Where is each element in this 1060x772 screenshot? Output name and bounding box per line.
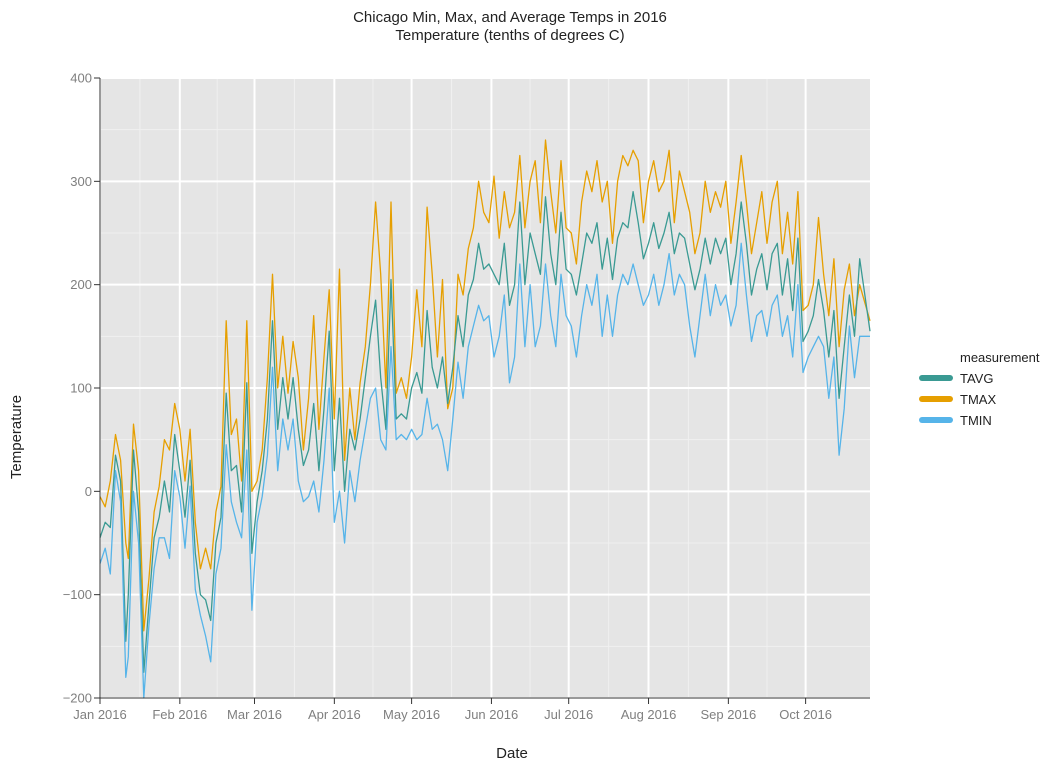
y-tick-label: −200 xyxy=(63,691,92,706)
y-tick-label: 100 xyxy=(70,381,92,396)
x-tick-label: Feb 2016 xyxy=(152,707,207,722)
x-tick-label: Sep 2016 xyxy=(701,707,757,722)
y-tick-label: −100 xyxy=(63,587,92,602)
x-tick-label: Aug 2016 xyxy=(621,707,677,722)
legend-label-tmax: TMAX xyxy=(960,392,996,407)
chart-subtitle: Temperature (tenths of degrees C) xyxy=(395,27,624,44)
y-tick-label: 200 xyxy=(70,277,92,292)
legend-label-tmin: TMIN xyxy=(960,413,992,428)
y-tick-label: 400 xyxy=(70,71,92,86)
series-line-tavg xyxy=(99,191,871,673)
x-axis-title: Date xyxy=(496,745,528,762)
legend-label-tavg: TAVG xyxy=(960,371,993,386)
y-tick-label: 300 xyxy=(70,174,92,189)
chart-title: Chicago Min, Max, and Average Temps in 2… xyxy=(353,9,667,26)
y-axis-title: Temperature xyxy=(8,395,25,479)
x-tick-label: Jun 2016 xyxy=(465,707,519,722)
x-tick-label: Jul 2016 xyxy=(544,707,593,722)
series-lines xyxy=(99,139,871,699)
legend-title: measurement xyxy=(960,350,1040,365)
series-line-tmin xyxy=(99,242,870,699)
x-tick-label: Mar 2016 xyxy=(227,707,282,722)
x-tick-label: Oct 2016 xyxy=(779,707,832,722)
y-tick-label: 0 xyxy=(85,484,92,499)
series-line-tmax xyxy=(99,139,871,632)
y-axis-ticks: −200 −100 0 100 200 300 400 xyxy=(63,71,100,706)
x-tick-label: Apr 2016 xyxy=(308,707,361,722)
x-axis-ticks: Jan 2016 Feb 2016 Mar 2016 Apr 2016 May 2016… xyxy=(73,698,832,722)
x-tick-label: May 2016 xyxy=(383,707,440,722)
x-tick-label: Jan 2016 xyxy=(73,707,127,722)
legend: measurement TAVG TMAX TMIN xyxy=(919,350,1040,428)
